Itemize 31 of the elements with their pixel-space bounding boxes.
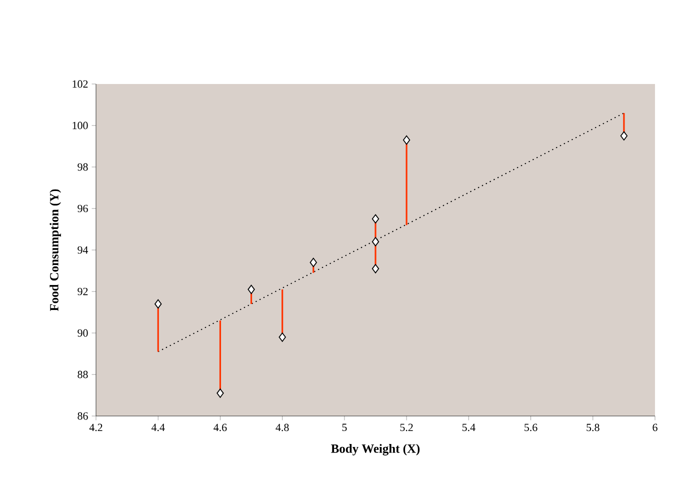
y-tick-label: 88 [78,370,88,378]
x-tick-label: 5 [342,424,347,432]
x-tick-label: 5.2 [400,424,413,432]
x-tick-label: 6 [652,424,658,432]
point [402,135,410,145]
point [372,214,380,224]
point [620,131,628,141]
point [372,264,380,274]
point [310,258,317,268]
point [372,237,380,246]
x-axis-title: Body Weight (X) [331,444,420,456]
x-tick-label: 5.8 [586,424,600,432]
y-tick-label: 100 [72,122,88,130]
y-axis-title: Food Consumption (Y) [50,189,61,312]
x-tick-label: 4.2 [89,424,102,432]
x-tick-label: 4.8 [276,424,289,432]
y-tick-label: 102 [72,80,88,88]
point [248,284,255,294]
y-tick-label: 86 [78,412,88,420]
x-tick-label: 5.4 [462,424,476,432]
x-tick-label: 4.4 [151,424,165,432]
y-tick-label: 96 [78,204,88,212]
y-tick-label: 94 [78,246,88,254]
y-tick-label: 92 [78,288,88,296]
point [216,388,224,398]
point [154,299,162,309]
y-tick-label: 90 [78,329,88,337]
x-tick-label: 5.6 [524,424,538,432]
y-tick-label: 98 [78,163,88,171]
x-tick-label: 4.6 [214,424,227,432]
point [278,332,286,342]
